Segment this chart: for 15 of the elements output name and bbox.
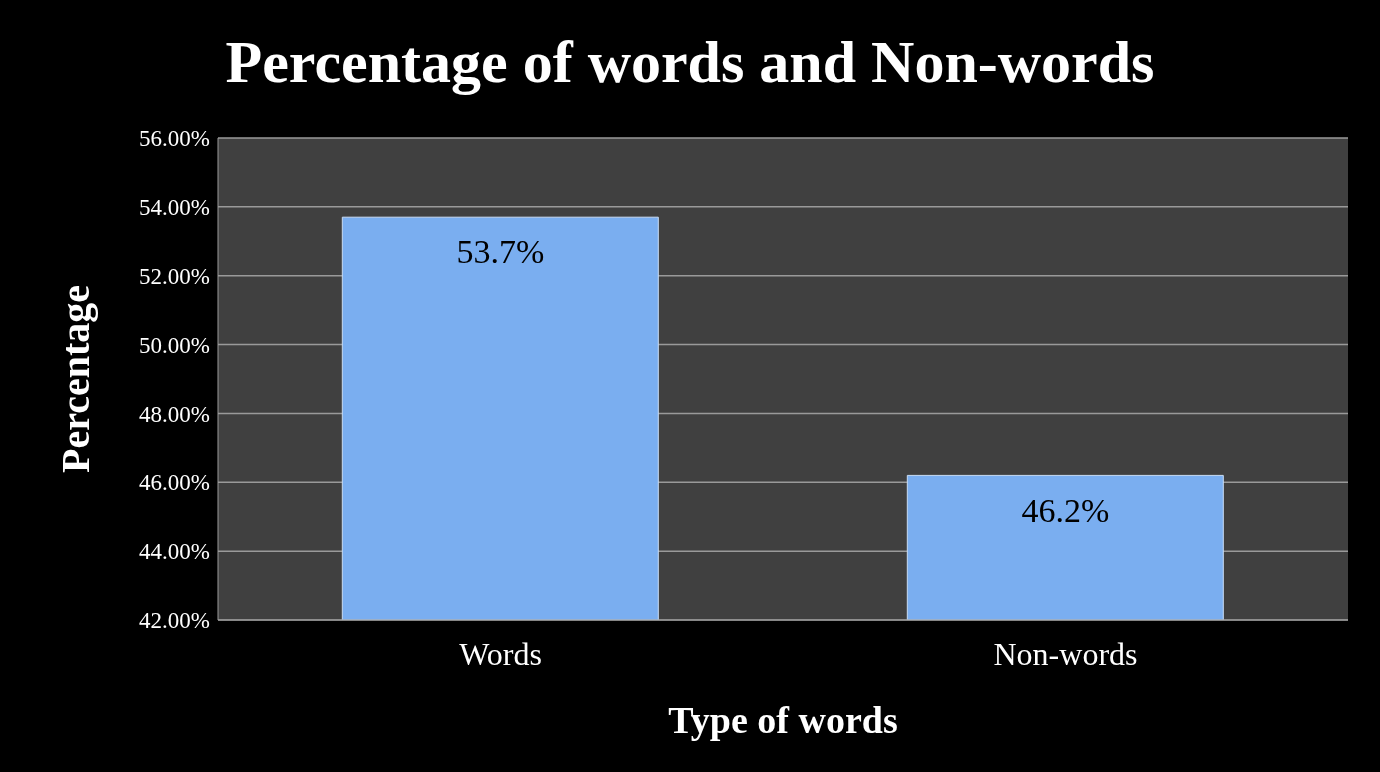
chart-title: Percentage of words and Non-words [224, 28, 1156, 97]
y-tick-label: 52.00% [139, 263, 210, 289]
y-tick-label: 48.00% [139, 401, 210, 427]
x-axis-title: Type of words [667, 698, 899, 742]
y-tick-label: 42.00% [139, 608, 210, 634]
y-tick-label: 46.00% [139, 470, 210, 496]
data-label: 53.7% [456, 233, 545, 271]
y-tick-label: 44.00% [139, 539, 210, 565]
y-tick-label: 56.00% [139, 126, 210, 152]
x-tick-label: Non-words [993, 635, 1138, 672]
y-tick-label: 54.00% [139, 195, 210, 221]
y-axis-title: Percentage [51, 284, 99, 474]
x-tick-label: Words [459, 635, 542, 672]
y-tick-label: 50.00% [139, 332, 210, 358]
data-label: 46.2% [1021, 491, 1110, 529]
